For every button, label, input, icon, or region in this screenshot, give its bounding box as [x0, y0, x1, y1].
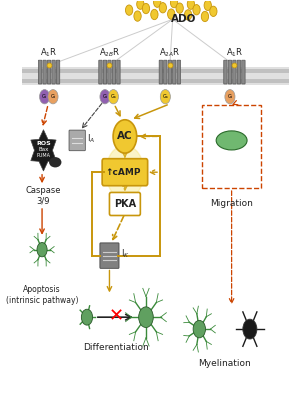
Text: A$_1$R: A$_1$R: [226, 46, 243, 59]
FancyBboxPatch shape: [102, 159, 148, 186]
Text: ADO: ADO: [171, 14, 196, 24]
Circle shape: [142, 3, 150, 14]
Text: G$_s$: G$_s$: [110, 92, 117, 101]
FancyBboxPatch shape: [22, 67, 289, 85]
Circle shape: [184, 10, 192, 20]
Text: AC: AC: [117, 132, 133, 142]
Text: ↑cAMP: ↑cAMP: [106, 168, 141, 177]
Polygon shape: [31, 130, 56, 171]
FancyBboxPatch shape: [173, 60, 176, 84]
Circle shape: [225, 90, 235, 104]
FancyBboxPatch shape: [48, 60, 51, 84]
Circle shape: [37, 242, 47, 257]
Circle shape: [187, 0, 195, 9]
Circle shape: [137, 0, 144, 9]
Circle shape: [204, 0, 211, 10]
FancyBboxPatch shape: [22, 79, 289, 83]
Circle shape: [160, 90, 170, 104]
Circle shape: [170, 0, 178, 8]
Text: Apoptosis
(intrinsic pathway): Apoptosis (intrinsic pathway): [6, 286, 78, 305]
FancyBboxPatch shape: [242, 60, 245, 84]
Ellipse shape: [49, 157, 61, 168]
Circle shape: [154, 0, 161, 7]
Circle shape: [151, 9, 158, 20]
Circle shape: [167, 9, 175, 19]
Circle shape: [210, 6, 217, 16]
Circle shape: [134, 11, 141, 21]
FancyBboxPatch shape: [38, 60, 42, 84]
Text: G$_i$: G$_i$: [50, 92, 57, 101]
Circle shape: [243, 319, 257, 339]
FancyBboxPatch shape: [224, 60, 227, 84]
FancyBboxPatch shape: [100, 243, 119, 268]
Text: G$_i$: G$_i$: [41, 92, 48, 101]
FancyBboxPatch shape: [233, 60, 236, 84]
FancyBboxPatch shape: [52, 60, 55, 84]
Text: Caspase
3/9: Caspase 3/9: [26, 186, 61, 206]
Text: G$_s$: G$_s$: [161, 92, 169, 101]
Text: A$_1$R: A$_1$R: [40, 46, 58, 59]
FancyBboxPatch shape: [168, 60, 172, 84]
Text: I$_K$: I$_K$: [121, 247, 130, 260]
Text: PKA: PKA: [114, 199, 136, 209]
Text: A$_{2A}$R: A$_{2A}$R: [159, 46, 181, 59]
FancyBboxPatch shape: [159, 60, 163, 84]
FancyBboxPatch shape: [22, 69, 289, 73]
FancyBboxPatch shape: [99, 60, 102, 84]
Text: ROS: ROS: [36, 141, 51, 146]
Text: A$_{2B}$R: A$_{2B}$R: [99, 46, 120, 59]
Ellipse shape: [216, 131, 247, 150]
FancyBboxPatch shape: [109, 192, 140, 216]
Circle shape: [139, 307, 153, 328]
Circle shape: [108, 90, 118, 104]
Text: I$_A$: I$_A$: [87, 133, 95, 146]
Circle shape: [176, 3, 183, 13]
Circle shape: [39, 90, 50, 104]
FancyBboxPatch shape: [43, 60, 46, 84]
Text: Myelination: Myelination: [198, 359, 251, 368]
FancyBboxPatch shape: [108, 60, 111, 84]
Circle shape: [159, 2, 167, 13]
FancyBboxPatch shape: [228, 60, 232, 84]
Circle shape: [193, 320, 205, 338]
FancyBboxPatch shape: [177, 60, 181, 84]
Circle shape: [193, 4, 200, 15]
FancyBboxPatch shape: [69, 130, 85, 151]
FancyBboxPatch shape: [164, 60, 167, 84]
Circle shape: [126, 5, 133, 15]
FancyBboxPatch shape: [57, 60, 60, 84]
FancyBboxPatch shape: [237, 60, 241, 84]
Circle shape: [106, 145, 144, 199]
FancyBboxPatch shape: [112, 60, 116, 84]
FancyBboxPatch shape: [117, 60, 120, 84]
Circle shape: [113, 120, 137, 153]
Text: Differentiation: Differentiation: [84, 343, 150, 352]
Text: PUMA: PUMA: [36, 153, 51, 158]
Text: G$_i$: G$_i$: [227, 92, 233, 101]
Text: ✕: ✕: [109, 307, 124, 325]
FancyBboxPatch shape: [103, 60, 107, 84]
Text: G$_i$: G$_i$: [102, 92, 108, 101]
Circle shape: [48, 90, 58, 104]
Circle shape: [100, 90, 110, 104]
Circle shape: [81, 309, 93, 325]
Text: Migration: Migration: [210, 199, 253, 208]
Text: Bax: Bax: [38, 147, 49, 152]
Circle shape: [201, 11, 209, 22]
